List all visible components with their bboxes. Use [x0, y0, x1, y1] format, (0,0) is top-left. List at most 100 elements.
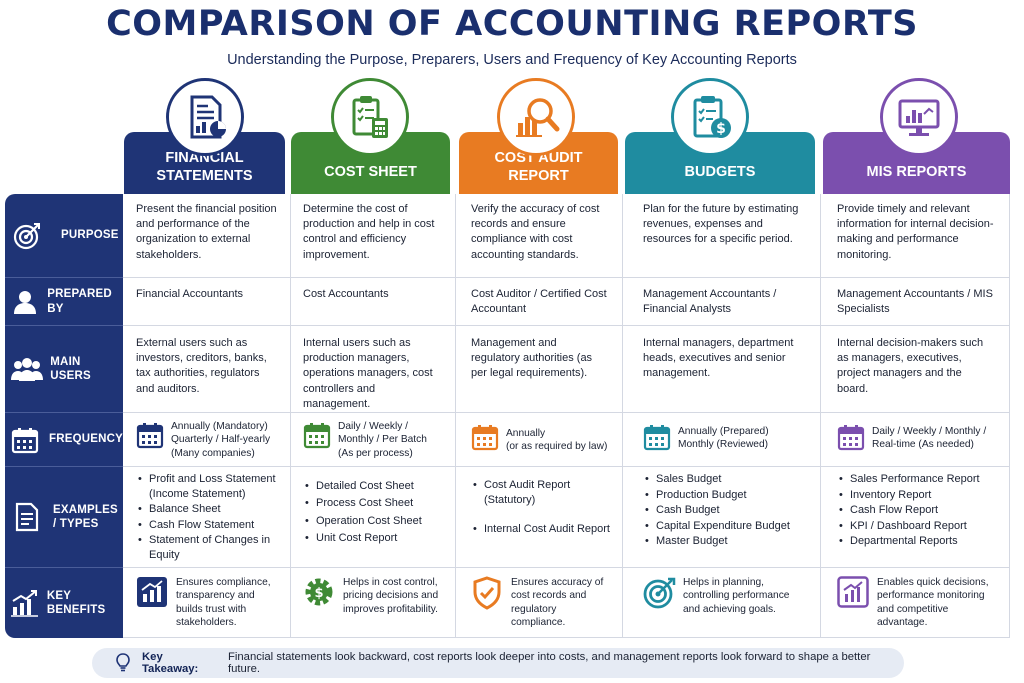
main-users-budgets: Internal managers, department heads, exe… — [643, 337, 794, 380]
frequency-line: (or as required by law) — [506, 441, 608, 453]
benefit-text: Ensures compliance, transparency and bui… — [176, 577, 271, 629]
document-icon — [5, 502, 45, 532]
list-item: Sales Budget — [643, 472, 806, 488]
target-icon — [5, 221, 45, 251]
takeaway-text: Financial statements look backward, cost… — [227, 651, 871, 675]
list-item: Statement of Changes in Equity — [136, 533, 280, 563]
frequency-line: Annually (Prepared) — [678, 426, 769, 437]
lightbulb-icon — [114, 652, 132, 675]
purpose-cost-sheet: Determine the cost of production and hel… — [303, 203, 435, 261]
calendar-icon — [471, 423, 499, 456]
row-header-key-benefits: KEY BENEFITS — [5, 568, 123, 638]
growth-chart-icon — [5, 589, 41, 617]
list-item: Cost Audit Report (Statutory) — [471, 478, 612, 508]
trend-chart-icon — [837, 576, 871, 613]
prepared-by-cost-sheet: Cost Accountants — [303, 288, 389, 300]
column-header-label: MIS REPORTS — [866, 163, 967, 180]
examples-cost-audit: Cost Audit Report (Statutory) Internal C… — [459, 478, 622, 538]
list-item: Master Budget — [643, 534, 806, 550]
row-header-prepared-by: PREPARED BY — [5, 278, 123, 325]
list-item: Departmental Reports — [837, 534, 997, 550]
benefit-cost-sheet: $ Helps in cost control, pricing decisio… — [291, 576, 455, 616]
list-item: Capital Expenditure Budget — [643, 519, 806, 535]
main-users-mis: Internal decision-makers such as manager… — [837, 337, 984, 395]
bar-chart-icon — [136, 576, 170, 613]
list-item: Process Cost Sheet — [303, 495, 445, 513]
column-header-label: BUDGETS — [684, 163, 756, 180]
purpose-cost-audit: Verify the accuracy of cost records and … — [471, 203, 600, 261]
frequency-line: Quarterly / Half-yearly — [171, 434, 271, 446]
row-label: PURPOSE — [61, 229, 119, 242]
row-header-examples: EXAMPLES / TYPES — [5, 467, 123, 567]
target-arrow-icon — [643, 576, 677, 615]
list-item: Sales Performance Report — [837, 472, 997, 488]
prepared-by-financial: Financial Accountants — [136, 288, 244, 300]
prepared-by-mis: Management Accountants / MIS Specialists — [837, 288, 993, 316]
examples-cost-sheet: Detailed Cost Sheet Process Cost Sheet O… — [291, 478, 455, 548]
purpose-mis: Provide timely and relevant information … — [837, 203, 994, 261]
column-header-label: FINANCIAL STATEMENTS — [156, 150, 253, 184]
benefit-text: Ensures accuracy of cost records and reg… — [511, 577, 604, 629]
frequency-line: Daily / Weekly / Monthly / — [872, 426, 987, 437]
gear-dollar-icon: $ — [303, 576, 337, 613]
list-item: Cash Flow Report — [837, 503, 997, 519]
row-label: EXAMPLES / TYPES — [53, 503, 118, 530]
benefit-mis: Enables quick decisions, performance mon… — [825, 576, 1007, 630]
frequency-line: Real-time (As needed) — [872, 439, 974, 451]
column-header-label: COST AUDIT REPORT — [494, 150, 583, 184]
benefit-text: Enables quick decisions, performance mon… — [877, 577, 989, 629]
row-label: PREPARED BY — [47, 288, 112, 315]
shield-check-icon — [471, 576, 505, 615]
frequency-cost-sheet: Daily / Weekly / Monthly / Per Batch (As… — [291, 420, 455, 460]
calendar-icon — [5, 426, 41, 454]
examples-financial: Profit and Loss Statement (Income Statem… — [124, 472, 290, 563]
main-users-financial: External users such as investors, credit… — [136, 337, 267, 395]
purpose-financial: Present the financial position and perfo… — [136, 203, 277, 261]
row-header-main-users: MAIN USERS — [5, 326, 123, 412]
clipboard-calculator-icon — [331, 78, 409, 156]
list-item: Unit Cost Report — [303, 530, 445, 548]
calendar-icon — [303, 421, 331, 454]
list-item: KPI / Dashboard Report — [837, 519, 997, 535]
benefit-financial: Ensures compliance, transparency and bui… — [124, 576, 290, 630]
page-subtitle: Understanding the Purpose, Preparers, Us… — [227, 52, 797, 68]
prepared-by-budgets: Management Accountants / Financial Analy… — [643, 288, 777, 316]
calendar-icon — [643, 423, 671, 456]
svg-text:$: $ — [716, 121, 726, 137]
benefit-cost-audit: Ensures accuracy of cost records and reg… — [459, 576, 622, 630]
row-header-frequency: FREQUENCY — [5, 413, 123, 466]
list-item: Detailed Cost Sheet — [303, 478, 445, 496]
list-item: Production Budget — [643, 488, 806, 504]
list-item: Balance Sheet — [136, 502, 280, 517]
frequency-line: Annually (Mandatory) — [171, 421, 268, 432]
calendar-icon — [136, 421, 164, 454]
row-label: FREQUENCY — [48, 433, 123, 446]
page-title: COMPARISON OF ACCOUNTING REPORTS — [106, 4, 918, 44]
list-item: Inventory Report — [837, 488, 997, 504]
users-icon — [5, 356, 44, 382]
frequency-line: (Many companies) — [171, 447, 255, 459]
calendar-icon — [837, 423, 865, 456]
magnifier-chart-icon — [497, 78, 575, 156]
row-label: KEY BENEFITS — [46, 589, 106, 616]
frequency-line: Annually — [506, 428, 546, 439]
frequency-budgets: Annually (Prepared) Monthly (Reviewed) — [631, 422, 816, 456]
frequency-line: Monthly (Reviewed) — [678, 439, 769, 451]
list-item: Cash Flow Statement — [136, 518, 280, 533]
row-header-purpose: PURPOSE — [5, 194, 123, 277]
purpose-budgets: Plan for the future by estimating revenu… — [643, 203, 799, 246]
examples-budgets: Sales Budget Production Budget Cash Budg… — [631, 472, 816, 550]
frequency-line: Daily / Weekly / — [338, 421, 409, 432]
person-icon — [5, 289, 41, 315]
frequency-financial: Annually (Mandatory) Quarterly / Half-ye… — [124, 420, 290, 460]
list-item: Cash Budget — [643, 503, 806, 519]
column-header-cost-sheet: COST SHEET — [291, 132, 450, 194]
main-users-cost-sheet: Internal users such as production manage… — [303, 337, 433, 410]
benefit-text: Helps in planning, controlling performan… — [683, 577, 790, 615]
takeaway-label: Key Takeaway: — [142, 651, 199, 675]
frequency-line: Monthly / Per Batch — [338, 434, 427, 446]
prepared-by-cost-audit: Cost Auditor / Certified Cost Accountant — [471, 288, 607, 316]
frequency-line: (As per process) — [338, 447, 413, 459]
key-takeaway: Key Takeaway: Financial statements look … — [92, 648, 904, 678]
benefit-budgets: Helps in planning, controlling performan… — [631, 576, 816, 616]
